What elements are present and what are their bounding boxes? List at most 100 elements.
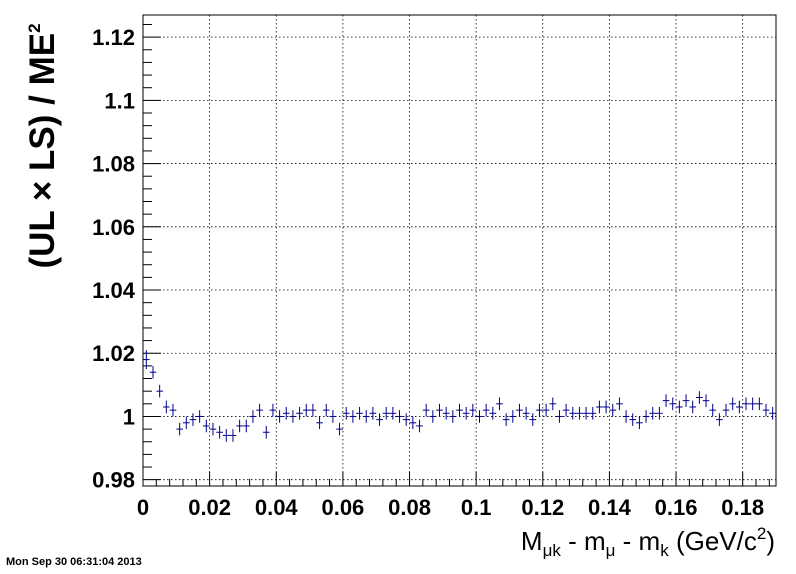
timestamp: Mon Sep 30 06:31:04 2013 (6, 556, 142, 568)
data-point (336, 422, 343, 436)
data-point (582, 406, 590, 420)
data-point (502, 413, 510, 426)
data-point (742, 397, 750, 411)
data-points (143, 350, 776, 442)
data-point (362, 410, 370, 423)
data-point (709, 403, 717, 417)
data-point (349, 410, 357, 423)
data-point (449, 410, 457, 423)
data-point (596, 400, 603, 414)
data-point (202, 419, 210, 433)
grid-lines (143, 15, 776, 486)
x-tick-label: 0.1 (461, 495, 492, 520)
data-point (636, 416, 643, 430)
x-tick-label: 0.16 (655, 495, 698, 520)
x-tick-label: 0.12 (521, 495, 564, 520)
x-tick-label: 0.02 (188, 495, 231, 520)
data-point (702, 394, 710, 407)
data-point (376, 413, 383, 426)
data-point (309, 403, 317, 417)
plot-frame (142, 14, 777, 487)
data-point (756, 397, 763, 411)
data-point (356, 406, 363, 420)
data-point (196, 410, 203, 423)
data-point (269, 403, 277, 417)
data-point (156, 384, 163, 398)
data-point (469, 403, 477, 417)
x-tick-label: 0.08 (388, 495, 431, 520)
data-point (296, 406, 303, 420)
data-point (236, 419, 243, 433)
data-point (249, 410, 257, 423)
y-tick-label: 1 (123, 404, 135, 429)
x-tick-label: 0.06 (321, 495, 364, 520)
y-tick-label: 1.08 (92, 152, 135, 177)
data-point (369, 406, 377, 420)
data-point (242, 419, 250, 433)
data-point (143, 350, 150, 370)
data-point (656, 406, 663, 420)
data-point (542, 403, 550, 417)
data-point (549, 397, 557, 411)
data-point (769, 406, 776, 420)
data-point (209, 422, 217, 436)
data-point (669, 397, 677, 411)
data-point (562, 403, 570, 417)
y-tick-label: 1.02 (92, 341, 135, 366)
data-point (169, 403, 177, 417)
data-point (422, 403, 430, 417)
data-point (289, 410, 297, 423)
y-tick-label: 1.06 (92, 215, 135, 240)
data-point (176, 422, 183, 436)
x-axis-label: Mμk - mμ - mk (GeV/c2) (521, 524, 775, 560)
data-point (262, 425, 270, 439)
y-axis-label: (UL × LS) / ME2 (23, 23, 62, 268)
data-point (509, 410, 517, 423)
data-point (649, 406, 657, 420)
data-point (229, 429, 237, 442)
data-point (222, 429, 230, 442)
tick-labels: 0 0.02 0.04 0.06 0.08 0.1 0.12 0.14 0.16 0.18 0.98… (92, 25, 764, 520)
data-point (569, 406, 577, 420)
data-point (589, 406, 597, 420)
data-point (556, 410, 563, 423)
data-point (489, 406, 497, 420)
data-point (162, 400, 170, 414)
y-tick-label: 0.98 (92, 468, 135, 493)
data-point (496, 397, 503, 411)
data-point (762, 403, 770, 417)
data-point (516, 403, 523, 417)
data-point (402, 413, 410, 426)
data-point (529, 413, 537, 426)
data-point (282, 406, 290, 420)
data-point (522, 406, 530, 420)
data-point (149, 365, 157, 379)
data-point (682, 394, 690, 407)
data-point (276, 410, 283, 423)
data-point (189, 413, 197, 426)
data-point (676, 400, 683, 414)
data-point (622, 410, 630, 423)
data-point (609, 403, 617, 417)
data-point (576, 406, 583, 420)
data-point (216, 425, 223, 439)
data-point (722, 403, 730, 417)
data-point (316, 416, 323, 430)
data-point (329, 410, 337, 423)
data-point (642, 410, 650, 423)
data-point (389, 406, 397, 420)
x-tick-label: 0.14 (588, 495, 632, 520)
data-point (182, 416, 190, 430)
data-point (482, 403, 490, 417)
data-point (602, 400, 610, 414)
data-point (729, 397, 737, 411)
data-point (442, 406, 450, 420)
data-point (689, 400, 697, 414)
data-point (322, 403, 330, 417)
data-point (342, 406, 350, 420)
x-tick-label: 0.04 (255, 495, 299, 520)
data-point (416, 419, 423, 433)
data-point (662, 394, 670, 407)
x-tick-label: 0 (137, 495, 149, 520)
